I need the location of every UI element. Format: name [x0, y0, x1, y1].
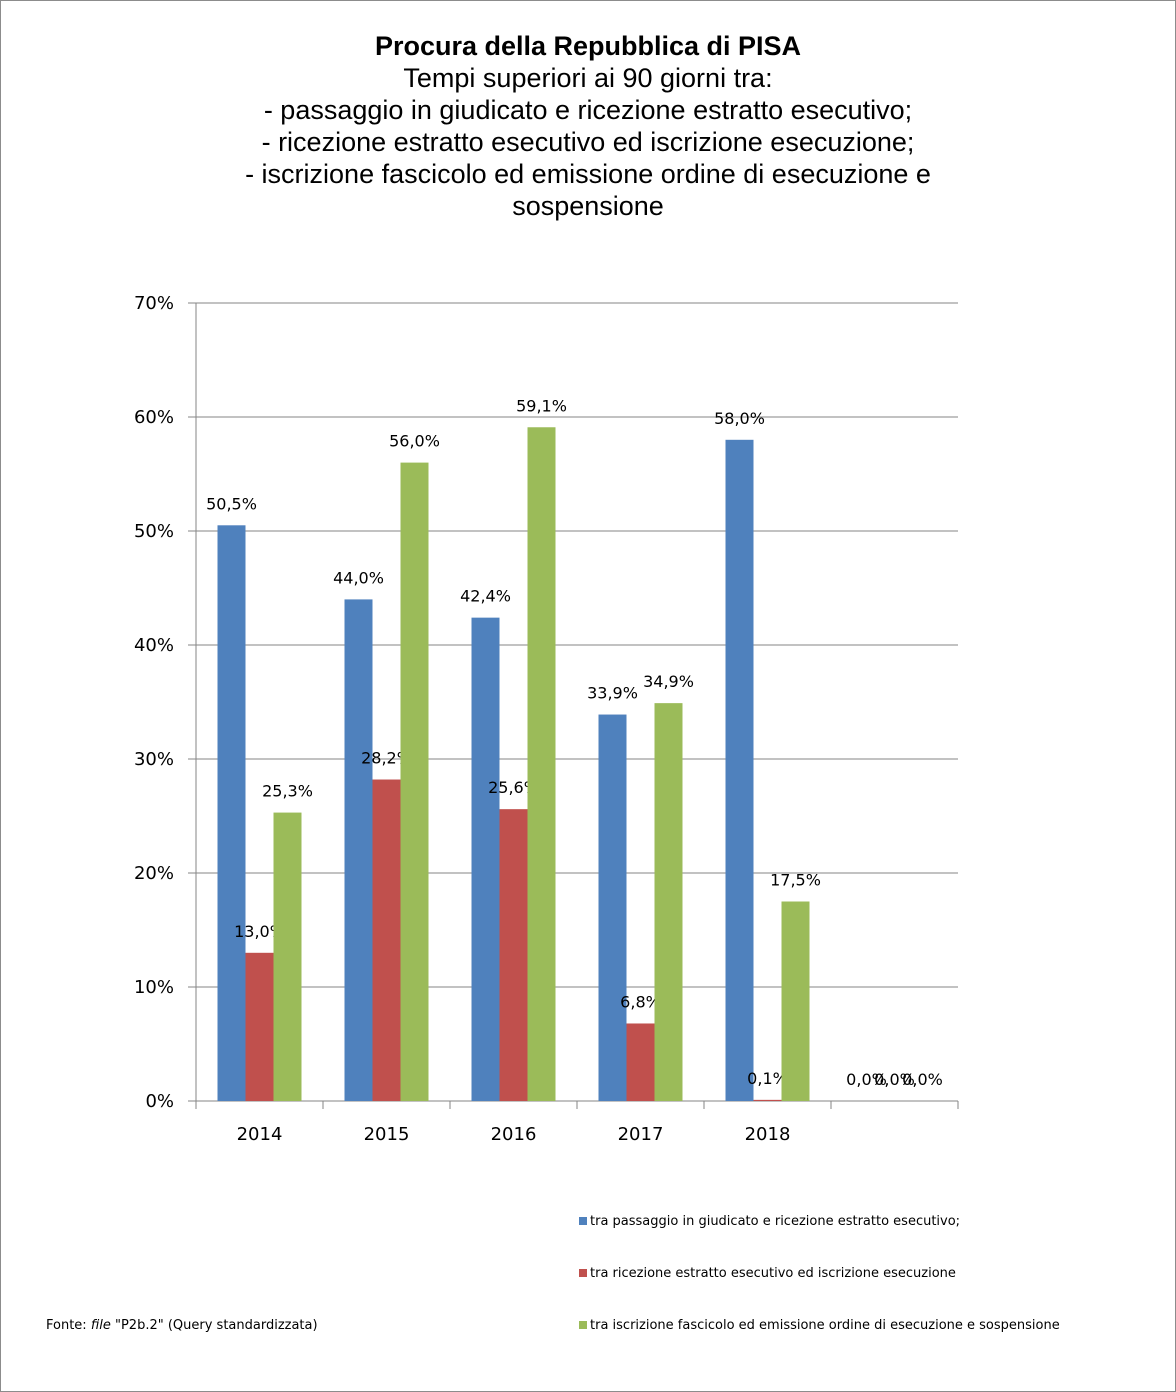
bar [781, 901, 810, 1101]
y-tick-label: 50% [134, 521, 174, 542]
chart-subtitle-line: - passaggio in giudicato e ricezione est… [263, 95, 913, 125]
x-tick-label: 2016 [491, 1124, 537, 1145]
x-tick-label: 2014 [237, 1124, 283, 1145]
data-label: 58,0% [714, 409, 765, 428]
chart-subtitle-line: sospensione [512, 191, 664, 221]
y-tick-label: 20% [134, 863, 174, 884]
data-label: 44,0% [333, 568, 384, 587]
chart-title: Procura della Repubblica di PISA [374, 31, 802, 61]
legend-swatch [579, 1321, 587, 1329]
bar [654, 703, 683, 1101]
bar [471, 617, 500, 1101]
data-label: 0,1% [747, 1069, 788, 1088]
bar [245, 952, 274, 1101]
bar [598, 714, 627, 1101]
y-tick-label: 10% [134, 977, 174, 998]
legend-label: tra passaggio in giudicato e ricezione e… [590, 1214, 961, 1229]
legend-item-series-3: tra iscrizione fascicolo ed emissione or… [579, 1318, 1060, 1333]
chart-subtitle-line: - iscrizione fascicolo ed emissione ordi… [245, 159, 931, 189]
data-label: 0,0% [846, 1070, 887, 1089]
chart-subtitle-line: Tempi superiori ai 90 giorni tra: [403, 63, 773, 93]
bar [273, 812, 302, 1101]
bar [527, 427, 556, 1101]
data-label: 25,6% [488, 778, 539, 797]
legend-label: tra ricezione estratto esecutivo ed iscr… [590, 1266, 956, 1281]
data-label: 25,3% [262, 782, 313, 801]
legend-item-series-1: tra passaggio in giudicato e ricezione e… [579, 1214, 960, 1229]
legend-item-series-2: tra ricezione estratto esecutivo ed iscr… [579, 1266, 956, 1281]
data-label: 59,1% [516, 396, 567, 415]
data-label: 34,9% [643, 672, 694, 691]
bar [344, 599, 373, 1101]
y-tick-label: 40% [134, 635, 174, 656]
bar [499, 809, 528, 1101]
legend-swatch [579, 1217, 587, 1225]
legend-swatch [579, 1269, 587, 1277]
data-label: 13,0% [234, 922, 285, 941]
x-tick-label: 2015 [364, 1124, 410, 1145]
source-note: Fonte: file "P2b.2" (Query standardizzat… [46, 1318, 318, 1333]
data-label: 42,4% [460, 587, 511, 606]
data-label: 0,0% [874, 1070, 915, 1089]
data-label: 50,5% [206, 494, 257, 513]
bar [217, 525, 246, 1101]
y-tick-label: 0% [145, 1091, 174, 1112]
bar [626, 1023, 655, 1101]
x-tick-label: 2018 [745, 1124, 791, 1145]
data-label: 33,9% [587, 684, 638, 703]
bar [400, 462, 429, 1102]
y-tick-label: 70% [134, 293, 174, 314]
source-suffix: "P2b.2" (Query standardizzata) [110, 1318, 318, 1333]
chart-titles: Procura della Repubblica di PISA Tempi s… [60, 30, 1116, 222]
chart-subtitle-line: - ricezione estratto esecutivo ed iscriz… [261, 127, 915, 157]
source-file-word: file [90, 1318, 111, 1333]
bar [725, 439, 754, 1101]
bar [372, 779, 401, 1101]
legend-label: tra iscrizione fascicolo ed emissione or… [590, 1318, 1060, 1333]
data-label: 56,0% [389, 432, 440, 451]
data-label: 28,2% [361, 749, 412, 768]
data-label: 6,8% [620, 992, 661, 1011]
source-prefix: Fonte: [46, 1318, 91, 1333]
y-tick-label: 60% [134, 407, 174, 428]
data-label: 0,0% [902, 1070, 943, 1089]
x-tick-label: 2017 [618, 1124, 664, 1145]
bar [753, 1099, 782, 1101]
data-label: 17,5% [770, 871, 821, 890]
y-tick-label: 30% [134, 749, 174, 770]
